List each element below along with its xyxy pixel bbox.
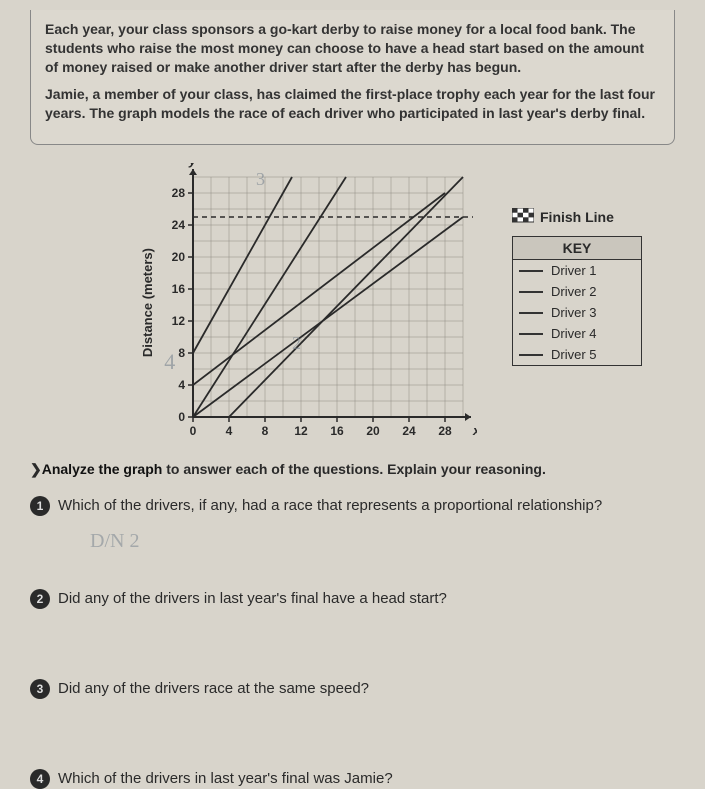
key-row: Driver 2 [513, 281, 641, 302]
key-label: Driver 2 [551, 284, 597, 299]
svg-text:16: 16 [172, 282, 186, 296]
svg-text:24: 24 [172, 218, 186, 232]
question-number-badge: 4 [30, 769, 50, 789]
question-text: Did any of the drivers in last year's fi… [58, 589, 447, 609]
svg-text:4: 4 [226, 424, 233, 438]
key-header: KEY [513, 237, 641, 260]
question-number-badge: 3 [30, 679, 50, 699]
svg-text:20: 20 [366, 424, 380, 438]
svg-text:24: 24 [402, 424, 416, 438]
svg-text:8: 8 [262, 424, 269, 438]
svg-text:0: 0 [190, 424, 197, 438]
key-label: Driver 3 [551, 305, 597, 320]
line-swatch-icon [519, 291, 543, 293]
key-label: Driver 5 [551, 347, 597, 362]
svg-text:3: 3 [256, 169, 265, 189]
svg-text:y: y [188, 163, 197, 168]
svg-text:x: x [472, 423, 477, 438]
prompt-box: Each year, your class sponsors a go-kart… [30, 10, 675, 145]
svg-text:2: 2 [292, 333, 301, 353]
line-swatch-icon [519, 333, 543, 335]
key-label: Driver 1 [551, 263, 597, 278]
question: 3 Did any of the drivers race at the same… [30, 679, 675, 699]
question: 2 Did any of the drivers in last year's f… [30, 589, 675, 609]
analyze-arrow-icon: ❯ [30, 461, 42, 477]
prompt-paragraph-1: Each year, your class sponsors a go-kart… [45, 20, 660, 77]
prompt-paragraph-2: Jamie, a member of your class, has claim… [45, 85, 660, 123]
svg-text:20: 20 [172, 250, 186, 264]
svg-text:4: 4 [164, 349, 175, 374]
svg-text:12: 12 [294, 424, 308, 438]
line-swatch-icon [519, 312, 543, 314]
analyze-rest: to answer each of the questions. [162, 461, 387, 477]
finish-flag-icon [512, 208, 534, 226]
svg-text:0: 0 [178, 410, 185, 424]
key-row: Driver 4 [513, 323, 641, 344]
legend-column: Finish Line KEY Driver 1 Driver 2 Driver 3… [512, 208, 642, 366]
chart-area: Distance (meters) 0481216202428048121620… [140, 163, 675, 441]
question: 4 Which of the drivers in last year's fin… [30, 769, 675, 789]
analyze-instruction: ❯Analyze the graph to answer each of the… [30, 461, 675, 478]
finish-line-label: Finish Line [512, 208, 642, 226]
question-number-badge: 1 [30, 496, 50, 516]
svg-text:16: 16 [330, 424, 344, 438]
svg-text:28: 28 [172, 186, 186, 200]
question-text: Did any of the drivers race at the same … [58, 679, 369, 699]
key-box: KEY Driver 1 Driver 2 Driver 3 Driver 4 Driv… [512, 236, 642, 366]
question-text: Which of the drivers in last year's fina… [58, 769, 393, 789]
svg-text:28: 28 [438, 424, 452, 438]
key-row: Driver 5 [513, 344, 641, 365]
question-text: Which of the drivers, if any, had a race… [58, 496, 602, 516]
svg-text:4: 4 [178, 378, 185, 392]
svg-text:12: 12 [172, 314, 186, 328]
analyze-emph: Explain your reasoning. [387, 461, 546, 477]
question: 1 Which of the drivers, if any, had a rac… [30, 496, 675, 516]
svg-text:8: 8 [178, 346, 185, 360]
analyze-lead: Analyze the graph [42, 461, 163, 477]
key-row: Driver 1 [513, 260, 641, 281]
key-row: Driver 3 [513, 302, 641, 323]
finish-text: Finish Line [540, 209, 614, 225]
y-axis-label: Distance (meters) [140, 248, 155, 357]
key-label: Driver 4 [551, 326, 597, 341]
question-number-badge: 2 [30, 589, 50, 609]
line-swatch-icon [519, 270, 543, 272]
distance-chart: 04812162024280481216202428xy324 [159, 163, 477, 441]
pencil-annotation: D/N 2 [90, 530, 675, 553]
line-swatch-icon [519, 354, 543, 356]
